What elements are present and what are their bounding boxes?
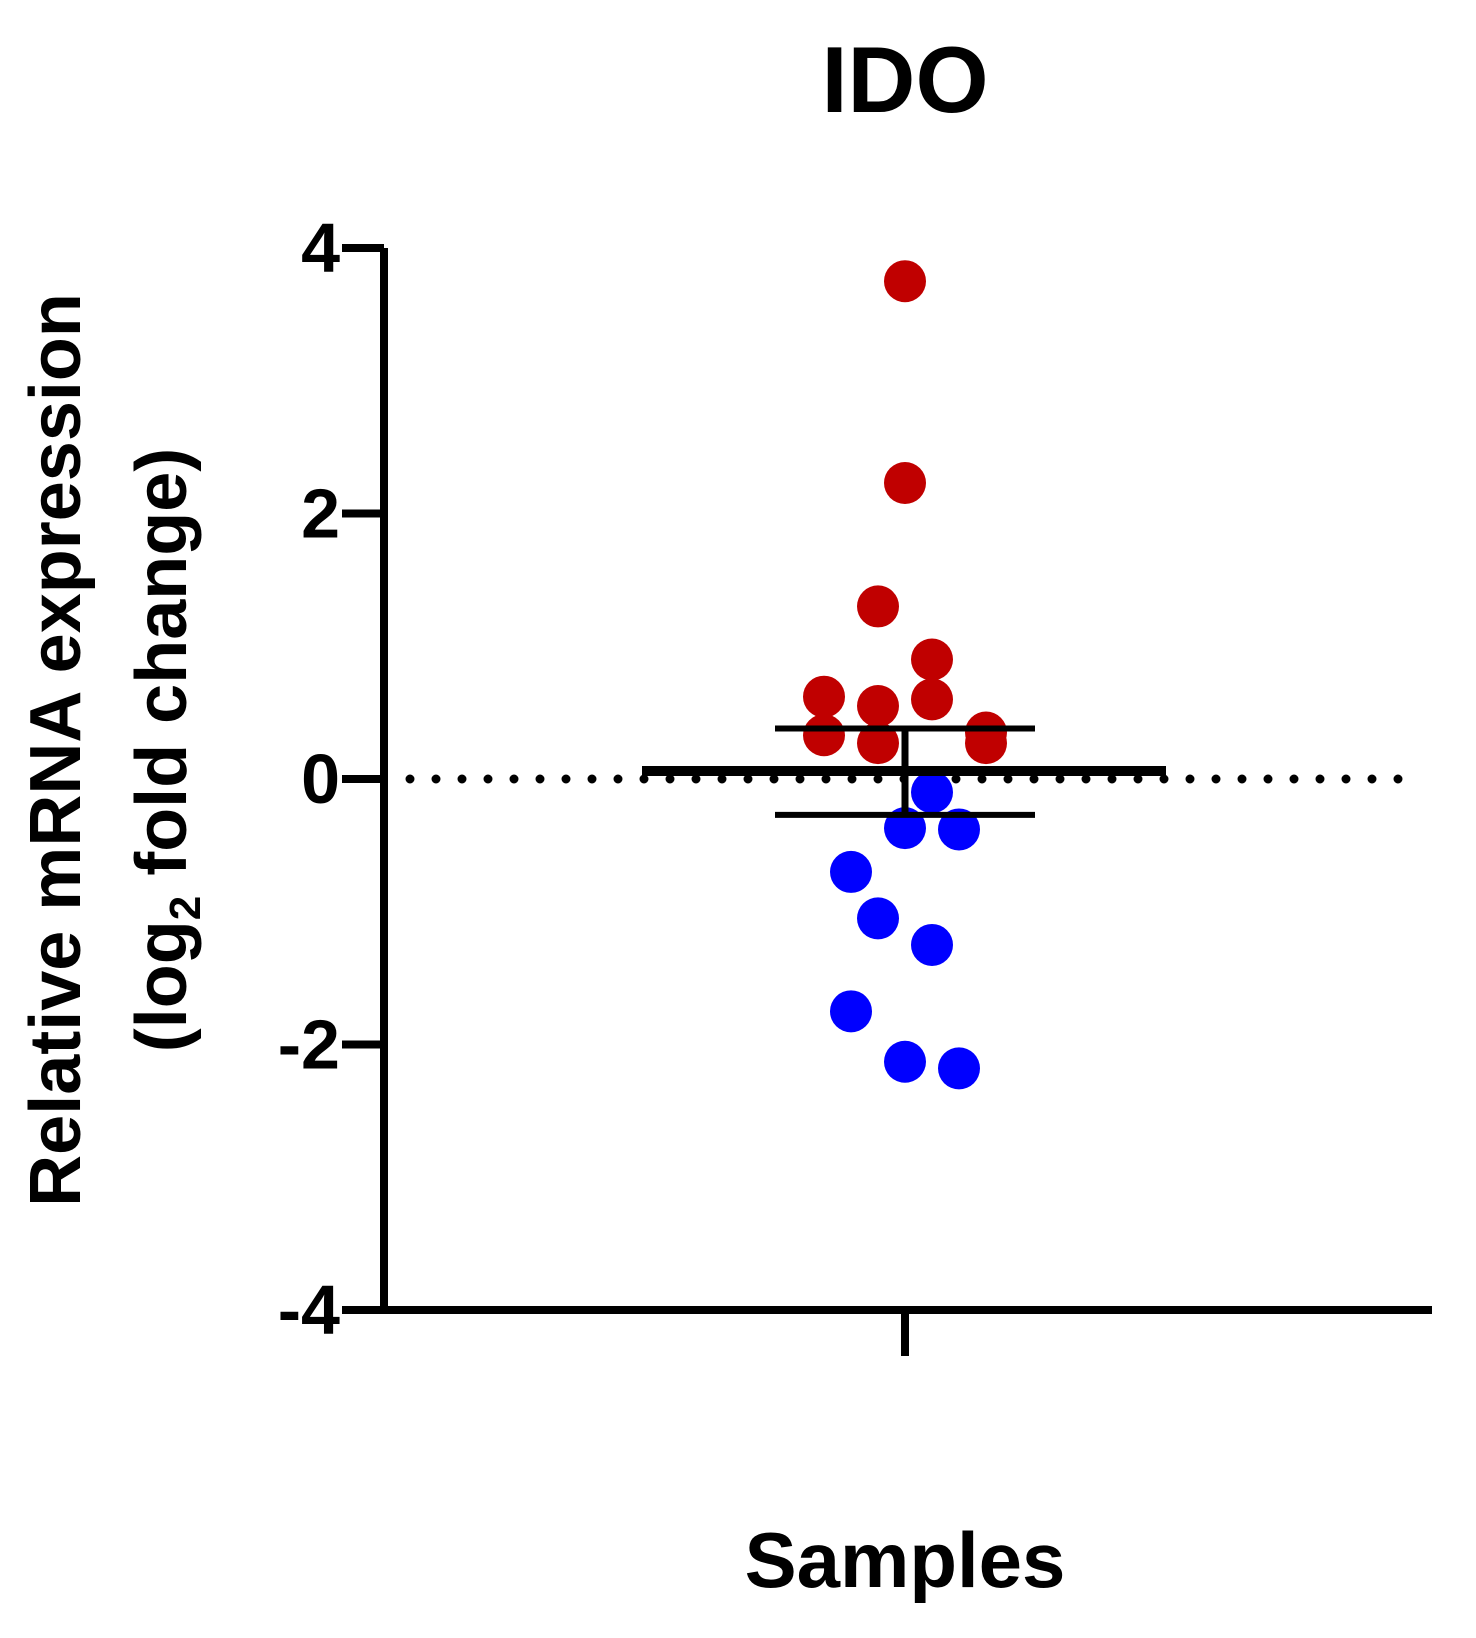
data-point bbox=[803, 675, 845, 718]
data-point bbox=[857, 585, 899, 628]
data-point bbox=[938, 808, 980, 851]
x-axis-label: Samples bbox=[745, 1516, 1066, 1604]
y-axis-label-suffix: fold change) bbox=[122, 448, 202, 896]
y-tick-label: 2 bbox=[301, 475, 340, 553]
data-point bbox=[857, 897, 899, 940]
data-point bbox=[803, 714, 845, 757]
y-axis-label-subscript: 2 bbox=[161, 896, 210, 920]
y-tick-label: 4 bbox=[301, 209, 340, 287]
data-point bbox=[884, 461, 926, 504]
data-point bbox=[857, 722, 899, 765]
y-tick-label: -2 bbox=[278, 1006, 340, 1084]
data-point bbox=[911, 923, 953, 966]
data-point bbox=[830, 850, 872, 893]
data-point bbox=[965, 722, 1007, 765]
data-point bbox=[938, 1047, 980, 1090]
data-point bbox=[830, 990, 872, 1033]
y-axis-label-line-2: (log2 fold change) bbox=[122, 448, 210, 1052]
y-axis-label-prefix: (log bbox=[122, 920, 202, 1052]
data-point bbox=[911, 678, 953, 721]
data-point bbox=[911, 771, 953, 814]
data-point bbox=[857, 684, 899, 727]
data-point bbox=[884, 260, 926, 303]
y-axis-label-line-1: Relative mRNA expression bbox=[16, 293, 96, 1207]
y-tick-label: 0 bbox=[301, 740, 340, 818]
data-point bbox=[884, 1040, 926, 1083]
plot-area: 4 2 0 -2 -4 bbox=[278, 209, 1432, 1356]
chart-title: IDO bbox=[821, 27, 988, 132]
y-tick-label: -4 bbox=[278, 1271, 340, 1349]
data-point bbox=[911, 638, 953, 681]
